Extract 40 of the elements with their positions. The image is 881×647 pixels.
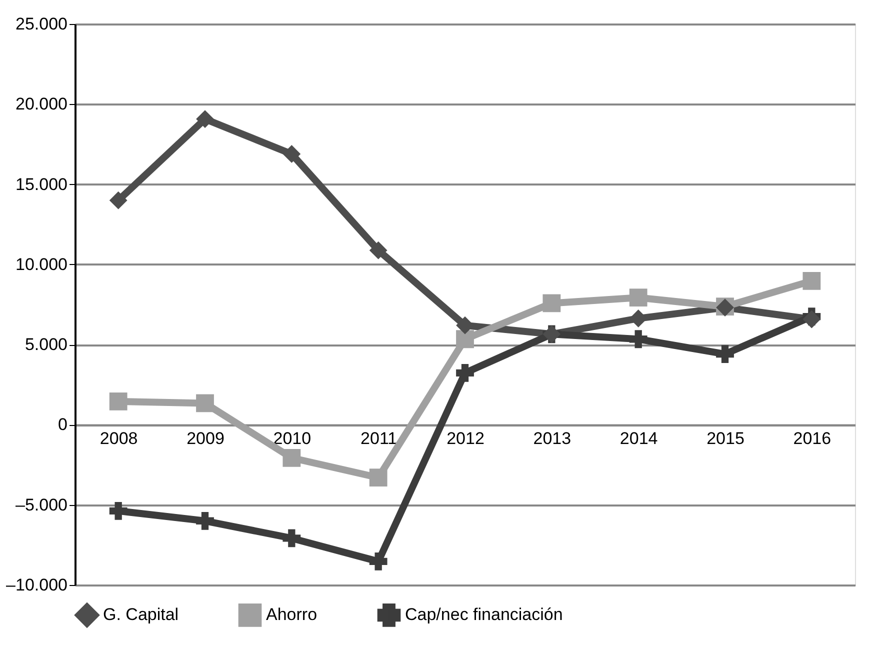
y-tick-label: 10.000 — [16, 254, 68, 274]
y-tick-label: 20.000 — [16, 94, 68, 114]
point — [456, 330, 474, 348]
point — [629, 330, 648, 348]
legend-label: Cap/nec financiación — [405, 605, 563, 624]
y-tick-label: –5.000 — [16, 495, 68, 514]
point — [716, 345, 734, 363]
point — [369, 552, 388, 570]
point — [542, 294, 561, 312]
legend-label: G. Capital — [103, 605, 179, 624]
x-tick-label: 2009 — [186, 429, 224, 448]
point — [282, 448, 301, 467]
point — [369, 241, 388, 260]
x-tick-label: 2013 — [533, 429, 572, 448]
point — [369, 468, 388, 487]
y-tick-label: 5.000 — [24, 335, 68, 354]
point — [196, 394, 214, 412]
point — [802, 272, 821, 290]
x-tick-label: 2010 — [273, 429, 312, 448]
x-tick-label: 2015 — [706, 429, 744, 448]
x-tick-label: 2008 — [100, 429, 138, 448]
y-tick-label: 25.000 — [16, 14, 68, 34]
legend-label: Ahorro — [266, 605, 318, 624]
y-tick-label: 15.000 — [16, 174, 68, 194]
point — [109, 502, 128, 520]
point — [456, 364, 474, 382]
point — [282, 145, 301, 163]
x-tick-label: 2011 — [360, 429, 398, 448]
x-tick-label: 2012 — [446, 429, 484, 448]
y-tick-label: 0 — [58, 415, 68, 434]
point — [109, 191, 128, 210]
y-tick-label: –10.000 — [6, 576, 68, 594]
point — [109, 392, 128, 410]
point — [282, 529, 301, 548]
point — [802, 310, 821, 328]
point — [196, 110, 214, 128]
x-tick-label: 2014 — [620, 429, 658, 448]
point — [629, 288, 648, 307]
point — [196, 512, 214, 530]
x-tick-label: 2016 — [793, 429, 832, 448]
